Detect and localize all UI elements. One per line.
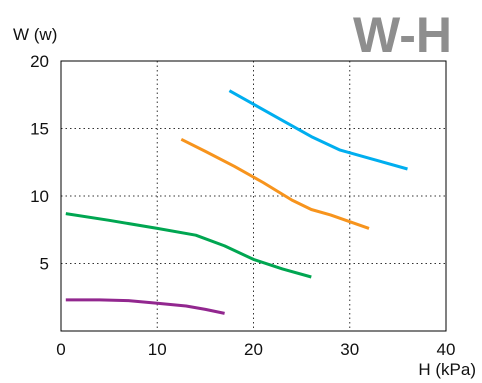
y-tick-label: 5 bbox=[40, 255, 49, 274]
y-tick-label: 20 bbox=[30, 52, 49, 71]
y-tick-label: 10 bbox=[30, 187, 49, 206]
x-tick-label: 30 bbox=[340, 340, 359, 359]
series-lines bbox=[65, 89, 408, 315]
series-line-4 bbox=[65, 298, 225, 315]
series-line-3 bbox=[65, 212, 312, 279]
chart-title: W-H bbox=[353, 7, 452, 63]
x-tick-label: 20 bbox=[244, 340, 263, 359]
y-tick-label: 15 bbox=[30, 120, 49, 139]
series-line-1 bbox=[228, 89, 408, 171]
x-tick-label: 40 bbox=[437, 340, 456, 359]
plot-frame bbox=[60, 60, 447, 332]
series-line-2 bbox=[180, 137, 370, 230]
x-tick-label: 0 bbox=[56, 340, 65, 359]
y-axis-title: W (w) bbox=[13, 25, 57, 44]
x-tick-label: 10 bbox=[148, 340, 167, 359]
x-axis-title: H (kPa) bbox=[418, 360, 476, 379]
grid bbox=[61, 61, 446, 331]
tick-labels: 0 10 20 30 40 5 10 15 20 bbox=[30, 52, 455, 359]
